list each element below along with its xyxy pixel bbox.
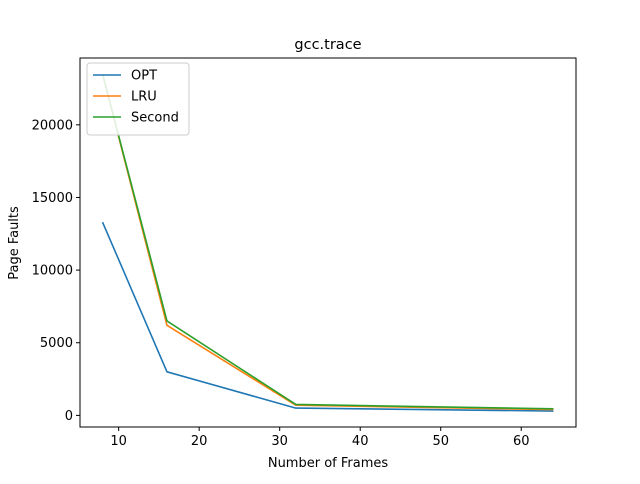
plot-frame (79, 57, 577, 428)
legend: OPT LRU Second (86, 62, 190, 136)
x-tick-label-40: 40 (352, 434, 369, 449)
x-tick-label-10: 10 (110, 434, 127, 449)
y-tick-label-10000: 10000 (32, 264, 73, 279)
x-tick-label-60: 60 (513, 434, 530, 449)
x-tick-label-50: 50 (432, 434, 449, 449)
series-line-second (101, 73, 554, 410)
x-axis-label: Number of Frames (268, 456, 389, 471)
legend-label-lru: LRU (131, 90, 157, 105)
tick-layer: 10 20 30 40 50 60 0 5000 10000 15000 20000 (32, 118, 530, 449)
y-tick-label-20000: 20000 (32, 118, 73, 133)
legend-label-second: Second (131, 111, 179, 126)
y-tick-label-15000: 15000 (32, 191, 73, 206)
y-axis-label: Page Faults (7, 206, 22, 280)
x-tick-label-20: 20 (191, 434, 208, 449)
x-tick-label-30: 30 (271, 434, 288, 449)
series-layer (101, 73, 554, 412)
series-line-opt (101, 221, 554, 412)
y-tick-label-0: 0 (65, 409, 73, 424)
y-tick-label-5000: 5000 (40, 336, 73, 351)
legend-label-opt: OPT (131, 69, 157, 84)
chart-title: gcc.trace (294, 37, 361, 53)
